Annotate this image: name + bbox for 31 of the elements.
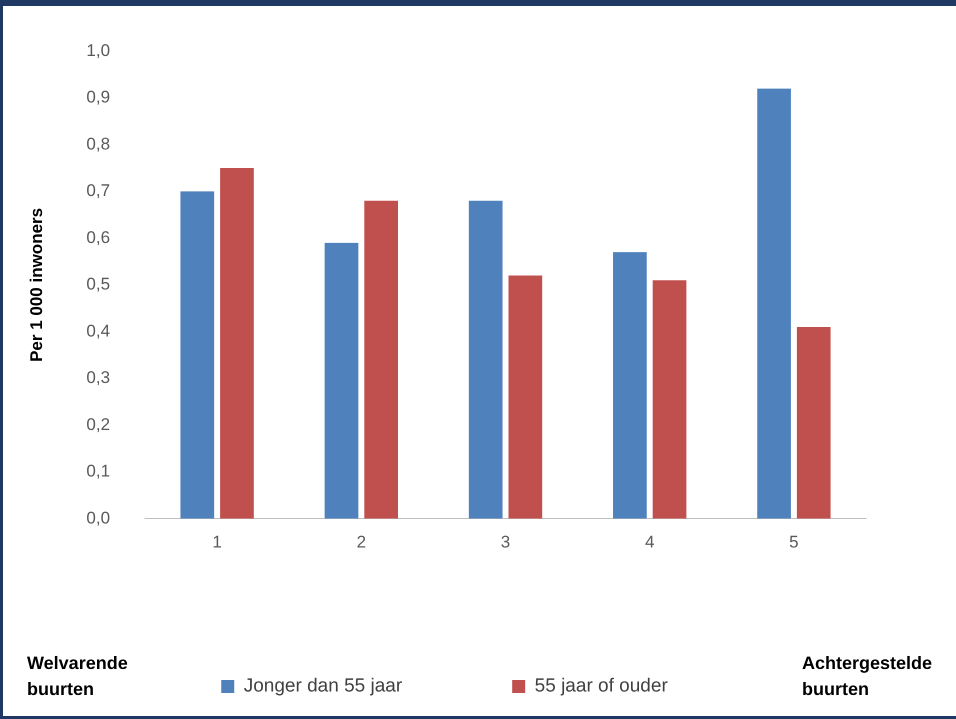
y-tick-label: 0,0 (86, 508, 110, 528)
y-tick-label: 0,1 (86, 462, 110, 481)
y-tick-label: 0,4 (86, 321, 110, 340)
text: Achtergestelde buurten (802, 652, 934, 701)
x-tick-label: 2 (356, 532, 366, 552)
y-axis-title: Per 1 000 inwoners (26, 208, 46, 362)
x-tick-label: 3 (500, 532, 510, 552)
text: Welvarende buurten (27, 652, 129, 701)
x-tick-label: 1 (212, 532, 222, 552)
x-tick-label: 4 (644, 532, 654, 552)
bar (220, 168, 254, 519)
bar (757, 88, 791, 519)
y-tick-label: 0,9 (86, 88, 110, 107)
legend-label: Jonger dan 55 jaar (244, 676, 403, 697)
y-tick-label: 0,2 (86, 414, 110, 434)
bar (652, 280, 686, 519)
bar (468, 200, 503, 519)
y-tick-label: 0,5 (86, 274, 110, 294)
y-tick-label: 0,7 (86, 181, 110, 200)
bar (796, 326, 831, 519)
legend-label: 55 jaar of ouder (534, 676, 668, 697)
bar (508, 276, 542, 519)
x-tick-label: 5 (789, 532, 799, 552)
bar (613, 252, 647, 519)
y-tick-label: 0,8 (86, 134, 110, 154)
bar (324, 242, 358, 519)
y-tick-label: 0,3 (86, 368, 110, 388)
bar (180, 191, 214, 519)
bar (364, 200, 398, 519)
y-tick-label: 1,0 (86, 40, 110, 60)
y-tick-label: 0,6 (86, 228, 110, 247)
